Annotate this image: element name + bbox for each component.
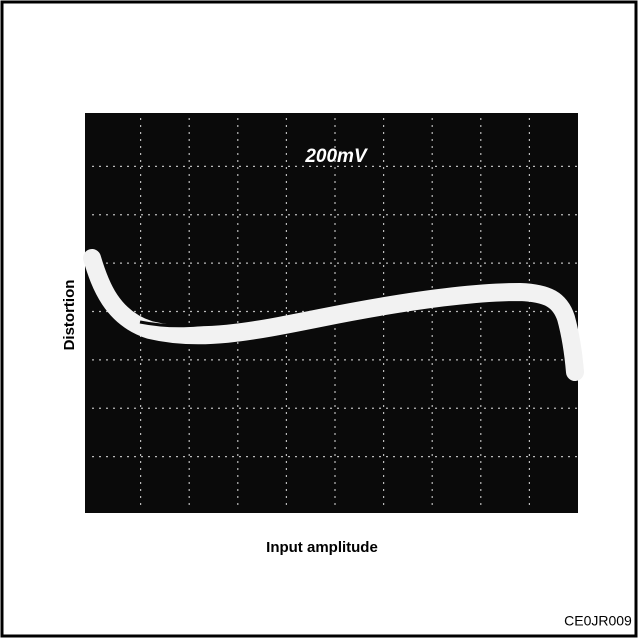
figure-code: CE0JR009 <box>564 613 632 629</box>
x-axis-label: Input amplitude <box>266 539 378 556</box>
y-axis-label: Distortion <box>61 280 78 351</box>
page: {"figure": {"screen_label": "200mV", "y_… <box>0 0 639 639</box>
figure: 200mV Distortion Input amplitude CE0JR00… <box>0 0 639 639</box>
screen-label: 200mV <box>304 146 368 167</box>
